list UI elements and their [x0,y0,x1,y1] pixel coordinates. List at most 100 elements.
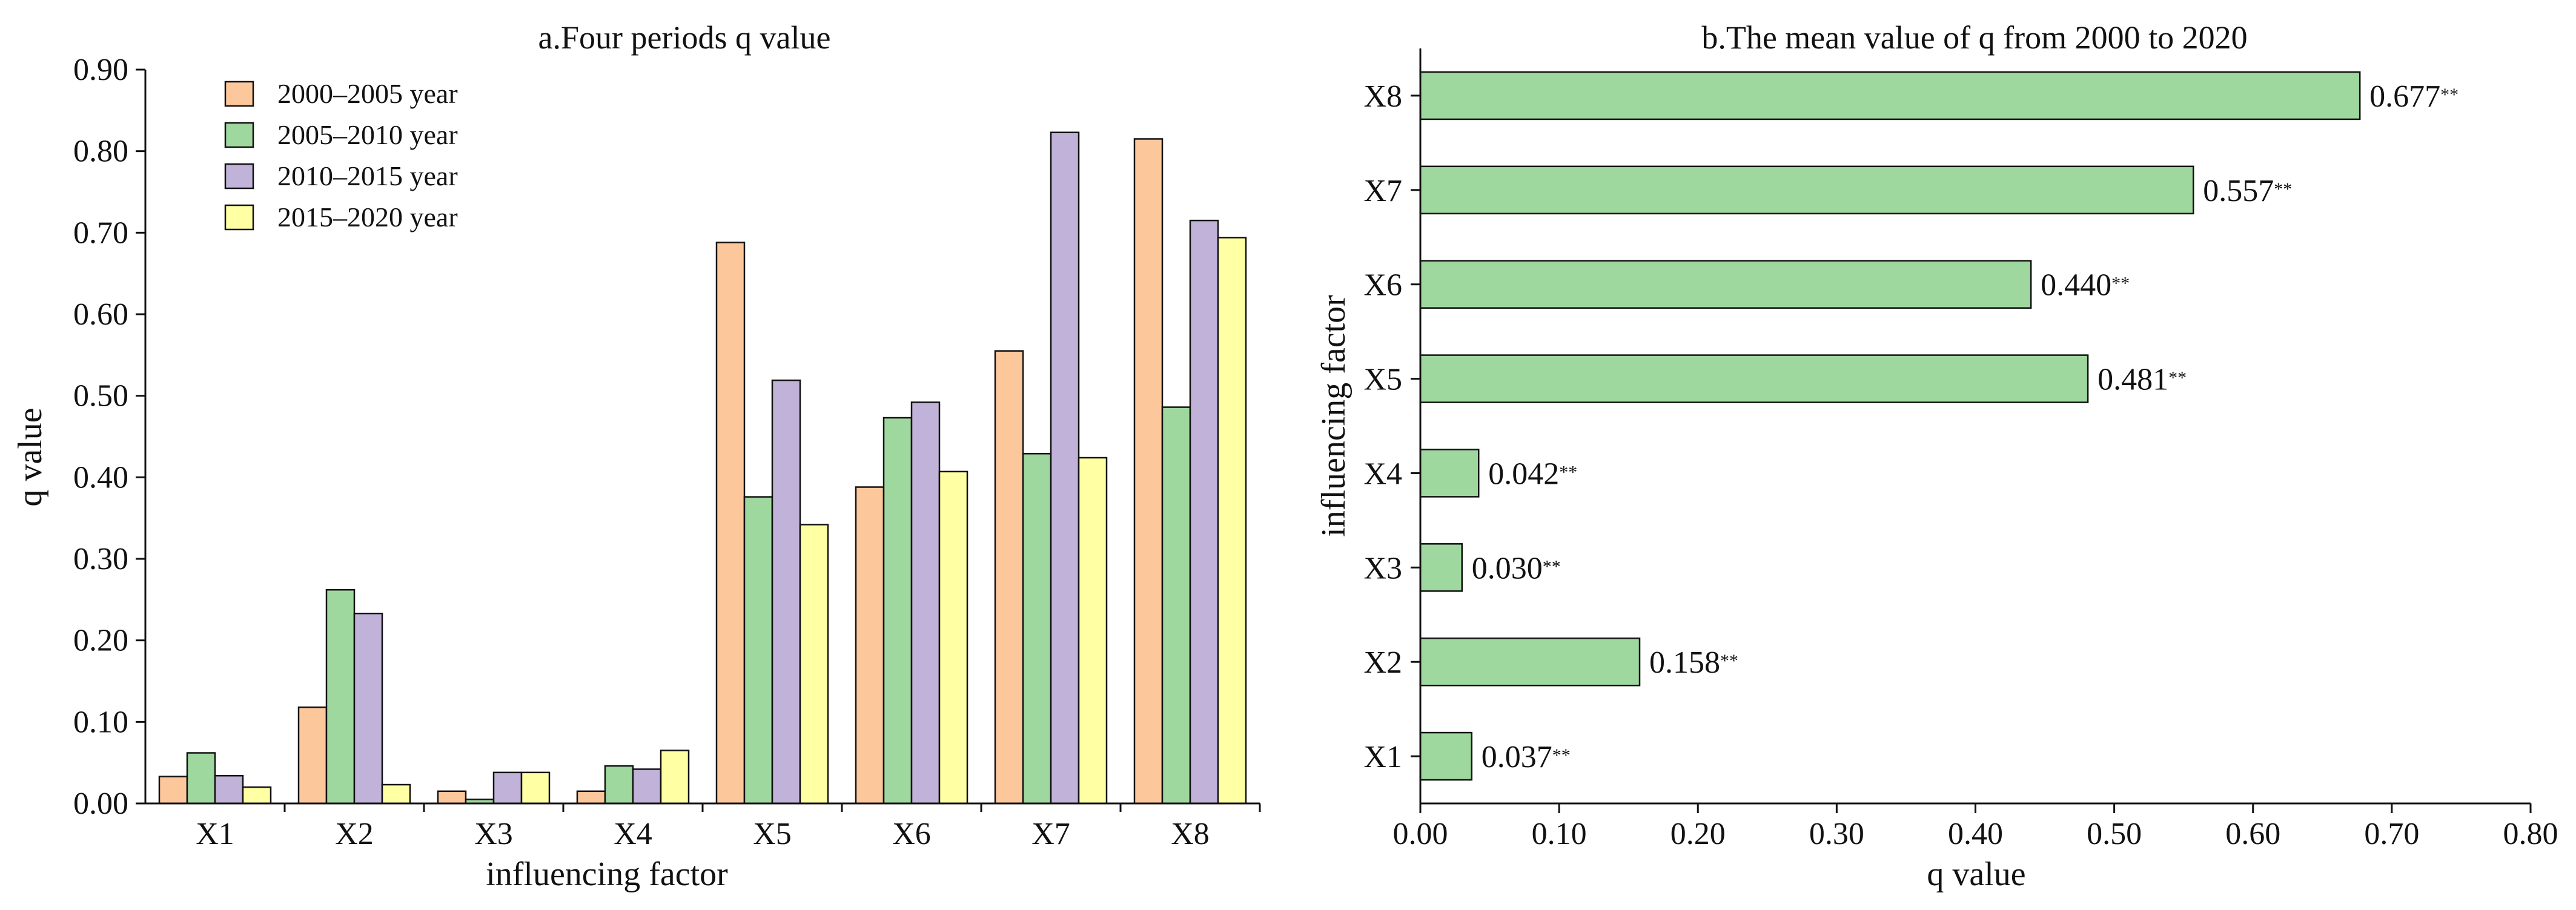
chart-a-x-axis: X1 X2 X3 X4 X5 X6 X7 X8 [196,803,1261,851]
chart-b-x-tick-label: 0.00 [1393,817,1448,851]
chart-a-y-tick-label: 0.60 [73,297,128,332]
data-label-x7: 0.557** [2203,174,2292,208]
chart-a-y-tick-label: 0.30 [73,542,128,576]
chart-b-y-tick-label-x8: X8 [1363,79,1402,114]
bar-x5-series-4 [799,524,829,805]
data-label-x5: 0.481** [2098,363,2187,397]
chart-a-x-tick-label-x2: X2 [335,817,374,851]
bar-x8-series-4 [1217,237,1247,805]
chart-a-y-tick-label: 0.00 [73,786,128,821]
legend-label-2: 2005–2010 year [277,119,458,150]
chart-a-x-tick-label-x1: X1 [196,817,234,851]
chart-a-xlabel: influencing factor [486,856,728,893]
data-label-x8: 0.677** [2369,79,2458,114]
chart-b-xlabel: q value [1927,856,2025,893]
bar-x1-series-2 [186,752,216,805]
legend-swatch-4 [224,204,254,231]
bar-x2-series-4 [381,783,411,805]
data-label-x3: 0.030** [1472,551,1561,585]
chart-a-x-tick-label-x6: X6 [892,817,931,851]
chart-b-y-tick-label-x6: X6 [1363,268,1402,303]
bar-x5 [1419,354,2089,403]
bar-x4 [1419,449,1480,498]
bar-x6-series-1 [855,486,885,805]
bar-x7-series-3 [1050,131,1080,805]
bar-x3-series-1 [437,790,467,805]
chart-b-x-tick-label: 0.80 [2503,817,2558,851]
bar-x7-series-2 [1022,453,1052,805]
chart-a: a.Four periods q value q value influenci… [12,19,1261,893]
chart-b-y-tick-label-x7: X7 [1363,174,1402,208]
legend-swatch-1 [224,81,254,107]
data-label-x1: 0.037** [1482,740,1571,774]
chart-b-x-tick-label: 0.40 [1948,817,2003,851]
bar-x4-series-3 [632,768,662,805]
chart-a-x-tick-label-x8: X8 [1171,817,1210,851]
bar-x8 [1419,71,2361,120]
bar-x3-series-4 [520,771,551,805]
legend-label-3: 2010–2015 year [277,160,458,191]
bar-x7 [1419,165,2194,215]
chart-b-x-tick-label: 0.10 [1532,817,1587,851]
chart-b-ylabel: influencing factor [1315,295,1353,537]
chart-a-x-tick-label-x7: X7 [1031,817,1070,851]
chart-a-y-axis: 0.00 0.10 0.20 0.30 0.40 0.50 0.60 0.70 0.80 0.90 [73,53,145,821]
bar-x1-series-1 [158,776,188,805]
chart-b-y-tick-label-x4: X4 [1363,457,1402,491]
bar-x8-series-1 [1133,138,1164,805]
chart-b-y-tick-label-x1: X1 [1363,740,1402,774]
chart-b-y-tick-label-x5: X5 [1363,363,1402,397]
chart-b-bars: 0.037** 0.158** 0.030** 0.042** 0.481** 0.440… [1419,71,2458,781]
data-label-x6: 0.440** [2041,268,2130,303]
chart-a-y-tick-label: 0.40 [73,460,128,495]
chart-b-x-tick-label: 0.70 [2364,817,2419,851]
bar-x7-series-1 [994,350,1024,805]
bar-x3 [1419,543,1463,592]
bar-x2-series-1 [297,706,328,805]
bar-x6-series-4 [938,470,968,805]
chart-b-x-tick-label: 0.20 [1670,817,1726,851]
bar-x6-series-2 [882,417,913,805]
chart-b-x-tick-label: 0.30 [1809,817,1864,851]
chart-a-x-tick-label-x4: X4 [614,817,652,851]
legend-label-4: 2015–2020 year [277,202,458,232]
chart-a-y-tick-label: 0.70 [73,216,128,250]
chart-a-legend: 2000–2005 year 2005–2010 year 2010–2015 ye… [224,78,458,232]
bar-x1 [1419,731,1473,781]
chart-b-x-tick-label: 0.50 [2087,817,2142,851]
chart-a-ylabel: q value [12,407,49,506]
legend-swatch-3 [224,163,254,190]
bar-x2-series-2 [325,589,356,805]
chart-a-x-tick-label-x3: X3 [474,817,513,851]
chart-b-y-tick-label-x2: X2 [1363,645,1402,680]
data-label-x2: 0.158** [1649,645,1738,680]
chart-b-x-axis: 0.00 0.10 0.20 0.30 0.40 0.50 0.60 0.70 0.80 [1393,803,2558,851]
data-label-x4: 0.042** [1488,457,1577,491]
bar-x6-series-3 [910,401,941,805]
bar-x4-series-4 [660,750,690,805]
bar-x5-series-1 [715,242,746,805]
bar-x5-series-2 [743,496,773,805]
chart-a-y-tick-label: 0.20 [73,624,128,658]
chart-a-y-tick-label: 0.80 [73,134,128,169]
chart-a-y-tick-label: 0.90 [73,53,128,87]
chart-b: b.The mean value of q from 2000 to 2020 … [1315,19,2558,893]
chart-b-y-tick-label-x3: X3 [1363,551,1402,585]
chart-b-x-tick-label: 0.60 [2225,817,2280,851]
bar-x5-series-3 [771,379,801,805]
chart-a-bars [158,131,1247,805]
bar-x1-series-3 [214,774,244,805]
bar-x1-series-4 [242,786,272,805]
legend-label-1: 2000–2005 year [277,78,458,109]
chart-b-y-axis: X1 X2 X3 X4 X5 X6 X7 X8 [1363,79,1420,774]
bar-x3-series-3 [492,771,523,805]
legend-swatch-2 [224,122,254,148]
chart-a-y-tick-label: 0.10 [73,705,128,739]
bar-x8-series-2 [1161,406,1191,805]
bar-x2 [1419,637,1641,687]
chart-b-title: b.The mean value of q from 2000 to 2020 [1701,19,2247,56]
chart-a-y-tick-label: 0.50 [73,379,128,414]
bar-x7-series-4 [1078,457,1108,805]
bar-x6 [1419,260,2032,309]
